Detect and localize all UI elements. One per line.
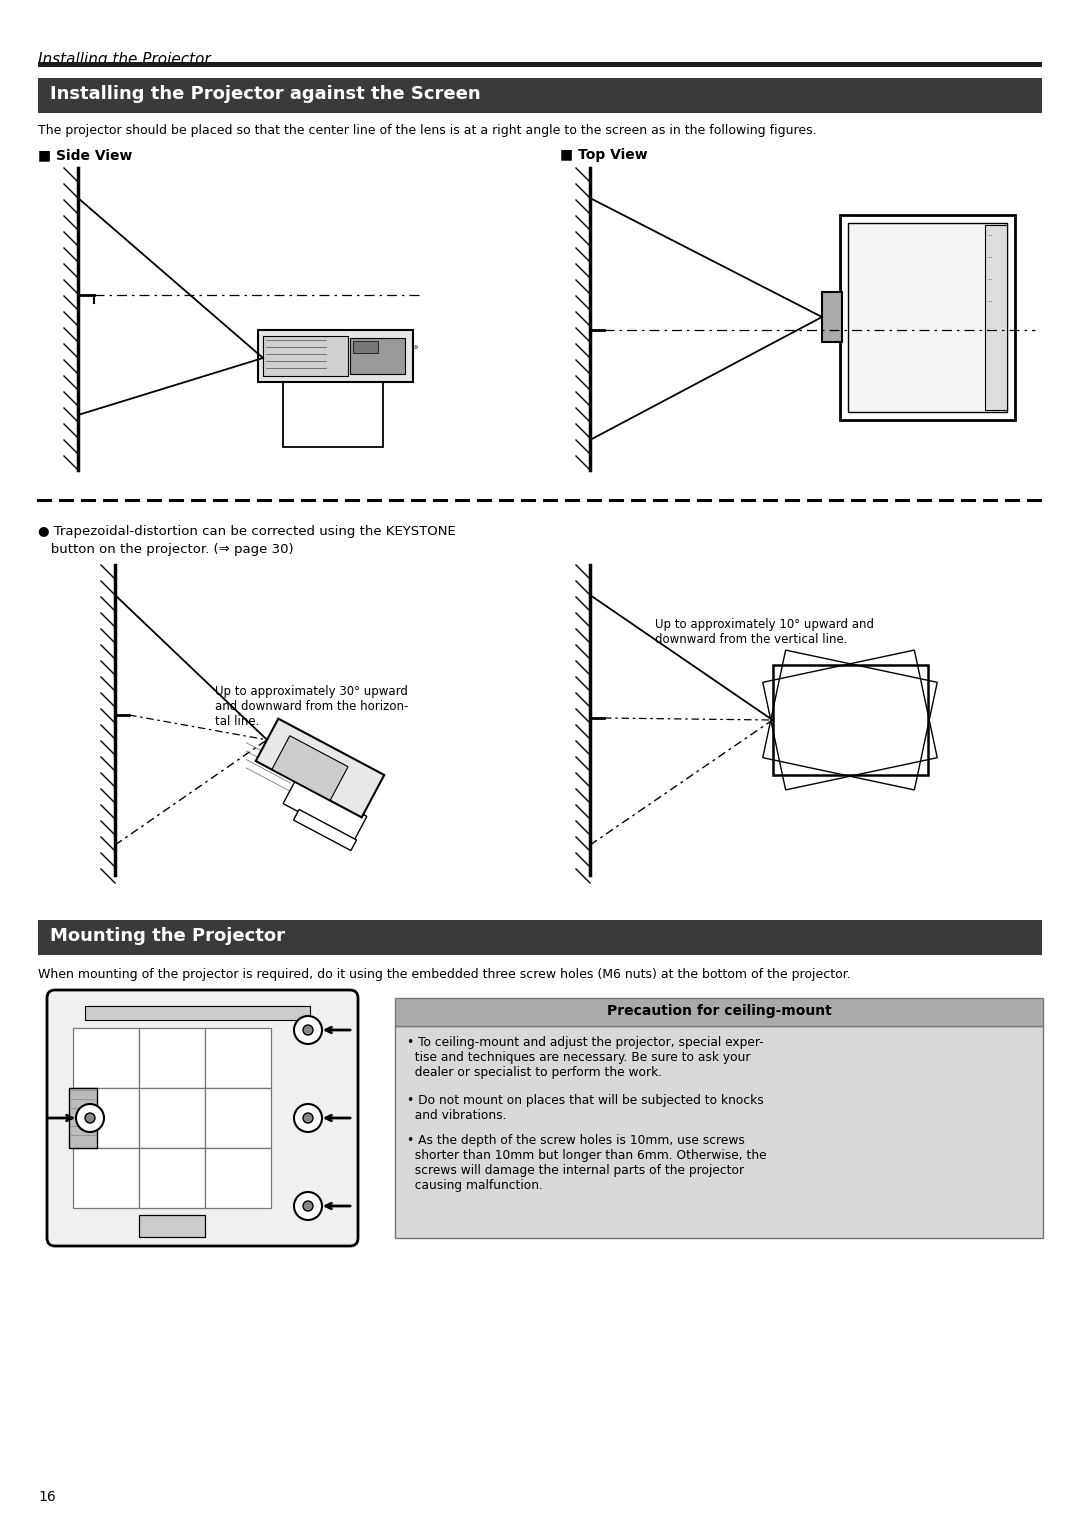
Text: • Do not mount on places that will be subjected to knocks
  and vibrations.: • Do not mount on places that will be su…: [407, 1094, 764, 1122]
Bar: [73, 1088, 139, 1148]
Bar: [205, 1148, 271, 1209]
Text: Up to approximately 30° upward
and downward from the horizon-
tal line.: Up to approximately 30° upward and downw…: [215, 685, 408, 727]
Bar: [205, 1088, 271, 1148]
Text: 19: 19: [411, 345, 418, 350]
FancyBboxPatch shape: [48, 990, 357, 1245]
Bar: [350, 338, 405, 374]
Text: ● Trapezoidal-distortion can be corrected using the KEYSTONE: ● Trapezoidal-distortion can be correcte…: [38, 526, 456, 538]
Text: Installing the Projector against the Screen: Installing the Projector against the Scr…: [50, 86, 481, 102]
Bar: [258, 330, 413, 382]
Circle shape: [303, 1025, 313, 1034]
Circle shape: [303, 1201, 313, 1212]
Text: ---: ---: [988, 277, 994, 283]
Polygon shape: [283, 779, 367, 840]
Bar: [395, 998, 1043, 1025]
Circle shape: [294, 1192, 322, 1219]
Bar: [38, 63, 1042, 67]
Bar: [38, 78, 1042, 113]
Polygon shape: [256, 718, 384, 817]
Bar: [73, 1028, 139, 1088]
Text: Mounting the Projector: Mounting the Projector: [50, 927, 285, 944]
Polygon shape: [272, 735, 348, 801]
Bar: [139, 1088, 205, 1148]
Circle shape: [76, 1105, 104, 1132]
Bar: [822, 292, 842, 342]
Text: ■ Side View: ■ Side View: [38, 148, 133, 162]
Circle shape: [294, 1105, 322, 1132]
Text: Precaution for ceiling-mount: Precaution for ceiling-mount: [607, 1004, 832, 1018]
Bar: [848, 223, 1007, 413]
Text: ■ Top View: ■ Top View: [561, 148, 648, 162]
Polygon shape: [294, 810, 356, 851]
Bar: [985, 225, 1007, 410]
Bar: [38, 920, 1042, 955]
Text: The projector should be placed so that the center line of the lens is at a right: The projector should be placed so that t…: [38, 124, 816, 138]
Text: ---: ---: [988, 255, 994, 260]
Circle shape: [303, 1112, 313, 1123]
Bar: [395, 1025, 1043, 1238]
Circle shape: [294, 1016, 322, 1044]
Bar: [73, 1148, 139, 1209]
Text: ---: ---: [988, 232, 994, 238]
Bar: [840, 215, 1015, 420]
Bar: [139, 1028, 205, 1088]
Text: button on the projector. (⇒ page 30): button on the projector. (⇒ page 30): [38, 542, 294, 556]
Bar: [205, 1028, 271, 1088]
Bar: [69, 1088, 97, 1148]
Text: • As the depth of the screw holes is 10mm, use screws
  shorter than 10mm but lo: • As the depth of the screw holes is 10m…: [407, 1134, 767, 1192]
Circle shape: [85, 1112, 95, 1123]
Bar: [139, 1215, 205, 1238]
Bar: [283, 382, 383, 448]
Text: • To ceiling-mount and adjust the projector, special exper-
  tise and technique: • To ceiling-mount and adjust the projec…: [407, 1036, 764, 1079]
Text: When mounting of the projector is required, do it using the embedded three screw: When mounting of the projector is requir…: [38, 969, 851, 981]
Bar: [139, 1148, 205, 1209]
Text: ---: ---: [988, 299, 994, 304]
Bar: [264, 336, 348, 376]
Text: Installing the Projector: Installing the Projector: [38, 52, 211, 67]
Bar: [85, 1005, 310, 1021]
Text: Up to approximately 10° upward and
downward from the vertical line.: Up to approximately 10° upward and downw…: [654, 617, 874, 646]
Bar: [353, 341, 378, 353]
Text: 16: 16: [38, 1490, 56, 1504]
